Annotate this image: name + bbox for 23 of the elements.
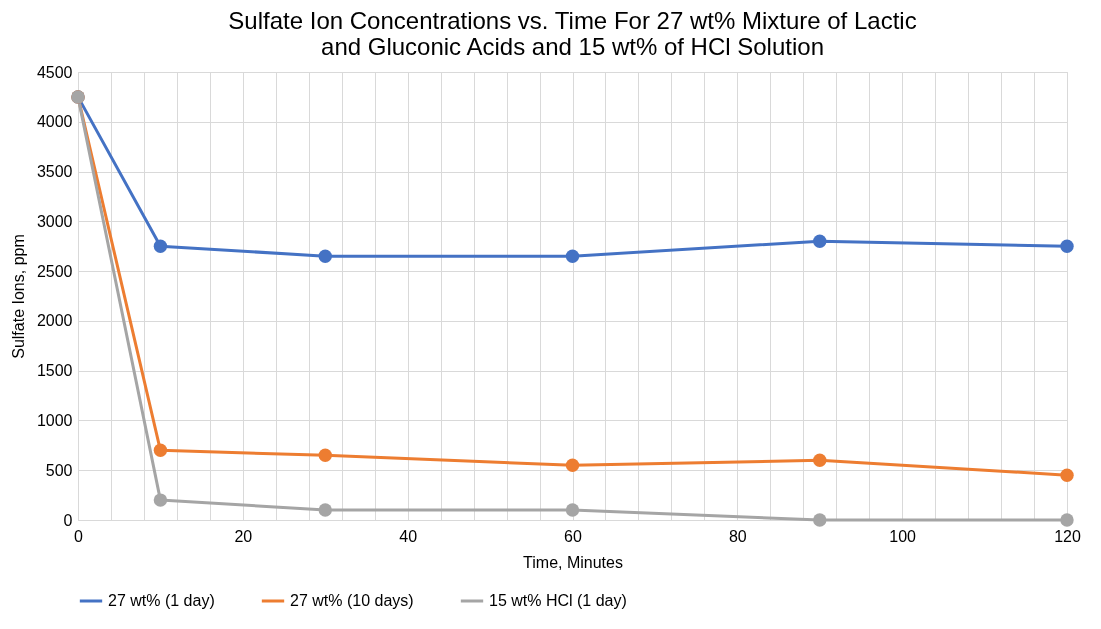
y-tick-label: 1000	[36, 411, 73, 429]
y-tick-label: 1500	[36, 362, 73, 380]
y-tick-label: 4000	[36, 113, 73, 131]
y-tick-label: 3000	[36, 212, 73, 230]
y-axis-title: Sulfate Ions, ppm	[9, 234, 27, 359]
x-tick-label: 40	[399, 527, 418, 545]
legend-label: 27 wt% (1 day)	[108, 592, 215, 609]
y-tick-label: 4500	[36, 63, 73, 81]
y-tick-label: 2500	[36, 262, 73, 280]
x-tick-label: 80	[728, 527, 747, 545]
x-tick-label: 20	[234, 527, 253, 545]
x-axis-title: Time, Minutes	[523, 553, 623, 571]
y-tick-label: 500	[45, 461, 73, 479]
x-tick-label: 0	[74, 527, 84, 545]
chart-title: Sulfate Ion Concentrations vs. Time For 27 wt% Mixture of Lactic and Gluconic Acids and 15 wt% of HCl Solution	[228, 7, 917, 60]
y-tick-label: 3500	[36, 163, 73, 181]
x-tick-label: 60	[564, 527, 582, 545]
x-tick-label: 100	[889, 527, 917, 545]
y-tick-label: 0	[63, 511, 73, 529]
legend-label: 15 wt% HCl (1 day)	[489, 592, 627, 609]
x-tick-label: 120	[1054, 527, 1081, 545]
legend-label: 27 wt% (10 days)	[290, 592, 414, 609]
y-tick-label: 2000	[36, 312, 73, 330]
